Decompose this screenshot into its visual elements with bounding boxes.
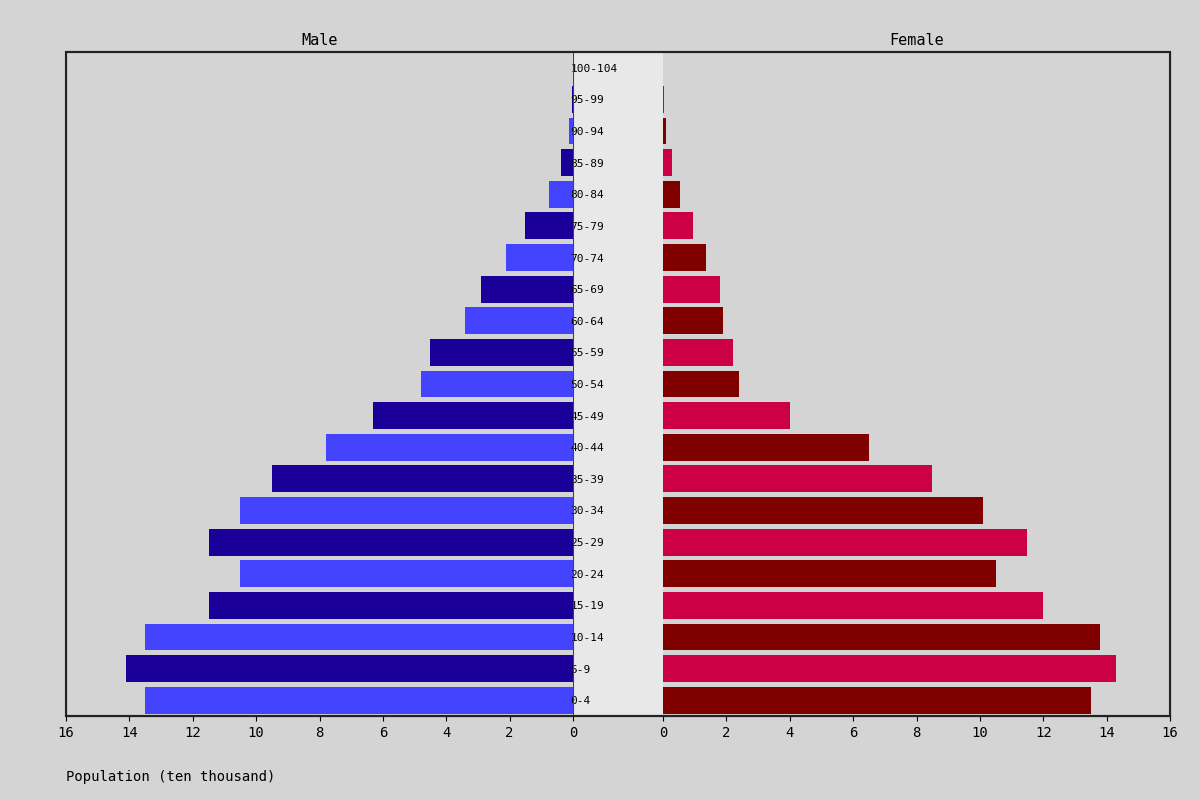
Bar <box>145 686 574 714</box>
Bar <box>662 181 680 208</box>
Bar <box>272 466 574 492</box>
Bar <box>662 339 733 366</box>
Bar <box>481 276 574 302</box>
Text: Population (ten thousand): Population (ten thousand) <box>66 770 275 784</box>
Bar <box>431 339 574 366</box>
Bar <box>662 244 706 271</box>
Bar <box>240 560 574 587</box>
Bar <box>550 181 574 208</box>
Bar <box>571 86 574 113</box>
Bar <box>662 402 790 429</box>
Bar <box>662 655 1116 682</box>
Bar <box>662 118 666 145</box>
Bar <box>662 529 1027 555</box>
Bar <box>466 307 574 334</box>
Bar <box>240 497 574 524</box>
Title: Female: Female <box>889 33 944 48</box>
Bar <box>126 655 574 682</box>
Bar <box>209 529 574 555</box>
Bar <box>662 592 1043 618</box>
Title: Male: Male <box>301 33 337 48</box>
Bar <box>506 244 574 271</box>
Bar <box>662 150 672 176</box>
Bar <box>145 623 574 650</box>
Bar <box>662 686 1091 714</box>
Bar <box>560 150 574 176</box>
Bar <box>662 276 720 302</box>
Bar <box>373 402 574 429</box>
Bar <box>526 213 574 239</box>
Bar <box>421 370 574 398</box>
Bar <box>662 560 996 587</box>
Bar <box>662 497 983 524</box>
Bar <box>662 623 1100 650</box>
Bar <box>569 118 574 145</box>
Bar <box>662 434 869 461</box>
Bar <box>662 466 932 492</box>
Bar <box>326 434 574 461</box>
Bar <box>662 370 739 398</box>
Bar <box>662 213 694 239</box>
Bar <box>209 592 574 618</box>
Bar <box>662 307 724 334</box>
